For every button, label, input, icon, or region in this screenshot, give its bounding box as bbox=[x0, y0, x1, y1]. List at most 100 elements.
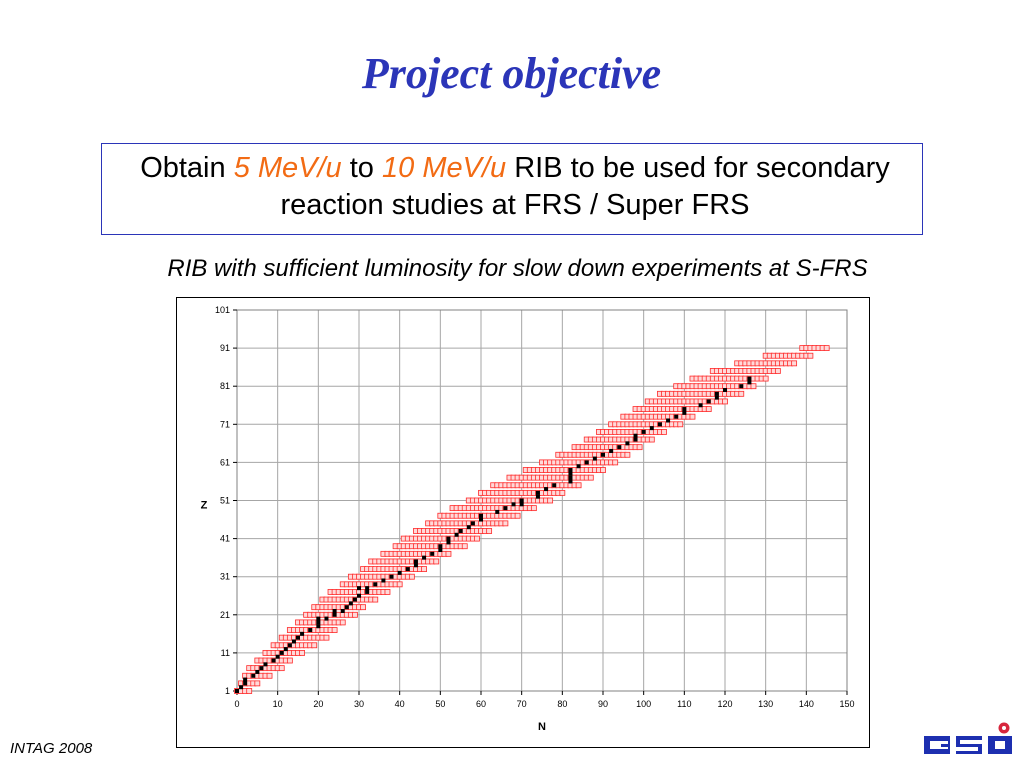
stable-point bbox=[259, 666, 264, 671]
stable-point bbox=[576, 464, 581, 469]
band-point bbox=[612, 459, 619, 466]
stable-point bbox=[446, 540, 451, 545]
gsi-logo bbox=[924, 722, 1012, 754]
stable-point bbox=[324, 616, 329, 621]
stable-point bbox=[243, 677, 248, 682]
band-point bbox=[486, 528, 493, 534]
stable-point bbox=[430, 551, 435, 556]
band-point bbox=[575, 482, 582, 489]
x-tick-label: 100 bbox=[636, 699, 651, 709]
stable-point bbox=[601, 452, 605, 457]
stable-point bbox=[279, 650, 284, 655]
x-tick-label: 40 bbox=[395, 699, 405, 709]
x-tick-label: 80 bbox=[557, 699, 567, 709]
band-point bbox=[530, 505, 537, 512]
band-point bbox=[705, 406, 712, 412]
stable-point bbox=[373, 582, 378, 587]
stable-point bbox=[357, 586, 361, 591]
stable-point bbox=[674, 414, 679, 419]
band-point bbox=[408, 573, 415, 580]
stable-point bbox=[458, 528, 463, 533]
stable-point bbox=[682, 410, 687, 415]
stable-point bbox=[568, 475, 573, 480]
stable-point bbox=[381, 578, 386, 583]
x-tick-label: 50 bbox=[435, 699, 445, 709]
stable-point bbox=[552, 483, 557, 488]
band-point bbox=[722, 398, 728, 405]
band-point bbox=[807, 352, 814, 359]
band-point bbox=[339, 619, 346, 626]
objective-connector: to bbox=[341, 152, 382, 184]
stable-point bbox=[438, 544, 443, 549]
stable-point bbox=[316, 620, 321, 625]
stable-point bbox=[698, 403, 703, 408]
band-point bbox=[762, 375, 769, 382]
x-axis-label: N bbox=[538, 721, 546, 733]
stable-point bbox=[397, 570, 402, 575]
band-point bbox=[791, 360, 798, 367]
x-tick-label: 70 bbox=[517, 699, 527, 709]
band-point bbox=[600, 467, 606, 473]
band-point bbox=[254, 680, 261, 687]
x-tick-label: 130 bbox=[758, 699, 773, 709]
stable-point bbox=[544, 487, 549, 492]
x-tick-label: 10 bbox=[273, 699, 283, 709]
stable-point bbox=[357, 593, 361, 598]
stable-point bbox=[747, 376, 752, 381]
stable-point bbox=[535, 490, 540, 495]
chart-frame: 0 10 20 30 40 50 60 70 80 90 100 110 120 130 140 150 1 11… bbox=[176, 297, 870, 748]
objective-suffix: RIB to be used for secondary reaction st… bbox=[280, 152, 890, 221]
objective-text: Obtain 5 MeV/u to 10 MeV/u RIB to be use… bbox=[120, 150, 910, 224]
band-point bbox=[559, 489, 566, 496]
stable-point bbox=[592, 456, 597, 461]
stable-point bbox=[235, 689, 239, 693]
band-point bbox=[461, 543, 468, 550]
stable-point bbox=[739, 384, 744, 389]
band-point bbox=[331, 627, 338, 633]
stable-point bbox=[340, 608, 345, 613]
stable-point bbox=[446, 536, 451, 541]
band-point bbox=[738, 390, 745, 397]
stable-point bbox=[617, 445, 622, 450]
x-tick-label: 140 bbox=[799, 699, 814, 709]
objective-box: Obtain 5 MeV/u to 10 MeV/u RIB to be use… bbox=[101, 143, 923, 235]
stable-point bbox=[438, 548, 443, 553]
band-point bbox=[286, 657, 293, 664]
band-point bbox=[587, 474, 594, 481]
x-tick-label: 150 bbox=[839, 699, 854, 709]
stable-point bbox=[308, 628, 313, 633]
footer-label: INTAG 2008 bbox=[10, 740, 93, 757]
band-point bbox=[774, 368, 781, 374]
stable-point bbox=[287, 643, 292, 648]
y-tick-label: 31 bbox=[220, 572, 230, 582]
stable-point bbox=[470, 521, 475, 526]
stable-point bbox=[519, 502, 524, 507]
band-point bbox=[677, 421, 684, 428]
band-point bbox=[266, 672, 273, 679]
stable-point bbox=[413, 559, 418, 564]
stable-point bbox=[584, 460, 589, 465]
y-tick-label: 71 bbox=[220, 419, 230, 429]
band-point bbox=[278, 665, 285, 672]
y-tick-label: 11 bbox=[221, 648, 230, 658]
band-point bbox=[636, 444, 643, 451]
stable-point bbox=[283, 647, 288, 652]
slide-title: Project objective bbox=[361, 49, 662, 98]
stable-point bbox=[519, 498, 524, 503]
stable-point bbox=[568, 468, 573, 473]
stable-point bbox=[503, 506, 508, 511]
band-point bbox=[352, 611, 358, 618]
x-tick-label: 30 bbox=[354, 699, 364, 709]
objective-prefix: Obtain bbox=[140, 152, 234, 184]
y-tick-label: 61 bbox=[220, 457, 230, 467]
stable-point bbox=[511, 502, 516, 507]
band-point bbox=[445, 550, 452, 557]
band-point bbox=[396, 581, 403, 588]
band-point bbox=[689, 413, 696, 420]
x-tick-label: 110 bbox=[677, 699, 691, 709]
stable-point bbox=[365, 586, 370, 591]
band-point bbox=[514, 512, 521, 519]
stable-point bbox=[568, 471, 573, 476]
stable-point bbox=[255, 669, 260, 674]
stable-point bbox=[291, 639, 296, 644]
